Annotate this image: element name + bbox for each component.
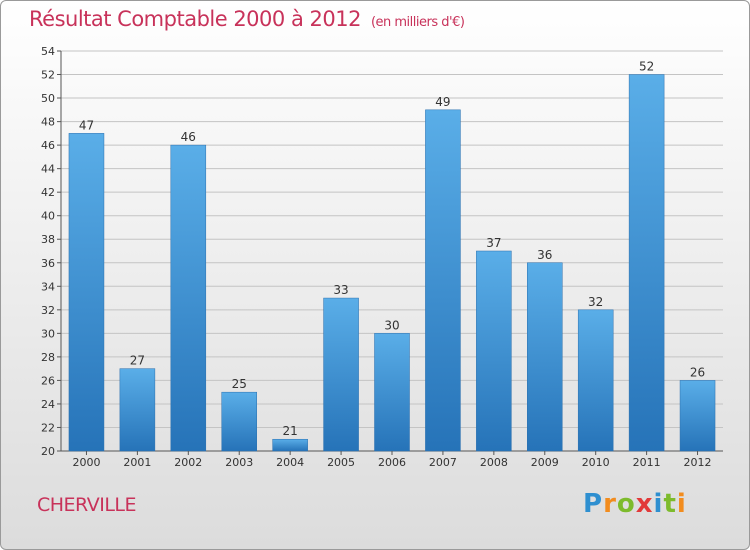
chart-title: Résultat Comptable 2000 à 2012 (en millie… xyxy=(29,7,465,31)
y-tick-label: 42 xyxy=(41,186,55,199)
y-tick-label: 44 xyxy=(41,163,55,176)
x-tick-label: 2003 xyxy=(225,456,253,469)
y-tick-label: 24 xyxy=(41,398,55,411)
x-tick-label: 2007 xyxy=(429,456,457,469)
y-tick-label: 20 xyxy=(41,445,55,458)
x-tick-label: 2006 xyxy=(378,456,406,469)
logo-letter: r xyxy=(603,489,617,519)
title-text: Résultat Comptable 2000 à 2012 xyxy=(29,7,361,31)
data-label: 37 xyxy=(486,236,501,250)
bar xyxy=(272,438,308,452)
y-tick-label: 50 xyxy=(41,92,55,105)
data-label: 52 xyxy=(639,60,654,74)
data-label: 26 xyxy=(690,365,705,379)
bar xyxy=(679,380,716,452)
x-tick-label: 2000 xyxy=(72,456,100,469)
logo-letter: t xyxy=(663,489,677,519)
logo-letter: x xyxy=(635,489,654,519)
y-tick-label: 48 xyxy=(41,116,55,129)
y-tick-label: 28 xyxy=(41,351,55,364)
bar xyxy=(221,391,257,452)
data-label: 46 xyxy=(181,130,196,144)
logo-letter: i xyxy=(653,489,664,519)
y-tick-label: 46 xyxy=(41,139,55,152)
commune-name: CHERVILLE xyxy=(37,494,137,516)
x-tick-label: 2011 xyxy=(633,456,661,469)
logo-letter: P xyxy=(583,489,604,519)
x-tick-label: 2004 xyxy=(276,456,304,469)
bar xyxy=(476,250,512,452)
data-label: 47 xyxy=(79,118,94,132)
data-label: 49 xyxy=(435,95,450,109)
x-tick-label: 2002 xyxy=(174,456,202,469)
data-label: 27 xyxy=(130,354,145,368)
y-tick-label: 30 xyxy=(41,327,55,340)
bar xyxy=(628,74,665,452)
data-label: 36 xyxy=(537,248,552,262)
chart-subtitle: (en milliers d'€) xyxy=(370,15,465,30)
x-tick-label: 2001 xyxy=(123,456,151,469)
y-tick-label: 32 xyxy=(41,304,55,317)
data-label: 32 xyxy=(588,295,603,309)
bar xyxy=(374,333,410,452)
y-tick-label: 22 xyxy=(41,421,55,434)
x-tick-label: 2010 xyxy=(582,456,610,469)
data-label: 30 xyxy=(384,318,399,332)
data-label: 33 xyxy=(333,283,348,297)
logo-letter: o xyxy=(616,489,636,519)
x-tick-label: 2008 xyxy=(480,456,508,469)
x-tick-label: 2005 xyxy=(327,456,355,469)
bar xyxy=(68,133,105,452)
data-label: 21 xyxy=(283,424,298,438)
bar xyxy=(119,368,156,452)
y-tick-label: 34 xyxy=(41,280,55,293)
y-tick-label: 26 xyxy=(41,374,55,387)
logo-letter: i xyxy=(676,489,687,519)
bar xyxy=(170,144,207,452)
x-tick-label: 2009 xyxy=(531,456,559,469)
bar xyxy=(577,309,614,452)
y-tick-label: 38 xyxy=(41,233,55,246)
y-tick-label: 40 xyxy=(41,210,55,223)
y-tick-label: 52 xyxy=(41,69,55,82)
bar xyxy=(527,262,563,452)
data-label: 25 xyxy=(232,377,247,391)
bar xyxy=(425,109,461,452)
y-tick-label: 54 xyxy=(41,45,55,58)
proxiti-logo: Proxiti xyxy=(583,489,687,519)
bar xyxy=(323,297,359,452)
y-tick-label: 36 xyxy=(41,257,55,270)
x-tick-label: 2012 xyxy=(684,456,712,469)
